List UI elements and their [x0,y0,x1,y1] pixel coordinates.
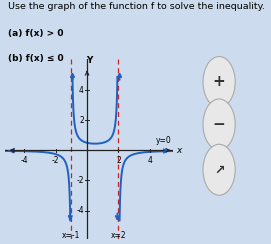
Text: x=2: x=2 [111,231,126,240]
Text: x=-1: x=-1 [62,231,80,240]
Text: ↗: ↗ [214,163,224,176]
Text: y=0: y=0 [155,136,171,145]
Text: Use the graph of the function f to solve the inequality.: Use the graph of the function f to solve… [8,2,265,11]
Text: 4: 4 [79,86,84,95]
Circle shape [203,57,235,107]
Circle shape [203,144,235,195]
Circle shape [203,99,235,150]
Text: 2: 2 [79,116,84,125]
Text: -2: -2 [52,156,59,165]
Text: Y: Y [86,56,93,65]
Text: -4: -4 [20,156,28,165]
Text: 4: 4 [147,156,152,165]
Text: 2: 2 [116,156,121,165]
Text: (a) f(x) > 0: (a) f(x) > 0 [8,29,64,38]
Text: -2: -2 [76,176,84,185]
Text: +: + [213,74,225,90]
Text: −: − [213,117,225,132]
Text: x: x [176,146,181,155]
Text: (b) f(x) ≤ 0: (b) f(x) ≤ 0 [8,54,64,63]
Text: -4: -4 [76,206,84,215]
